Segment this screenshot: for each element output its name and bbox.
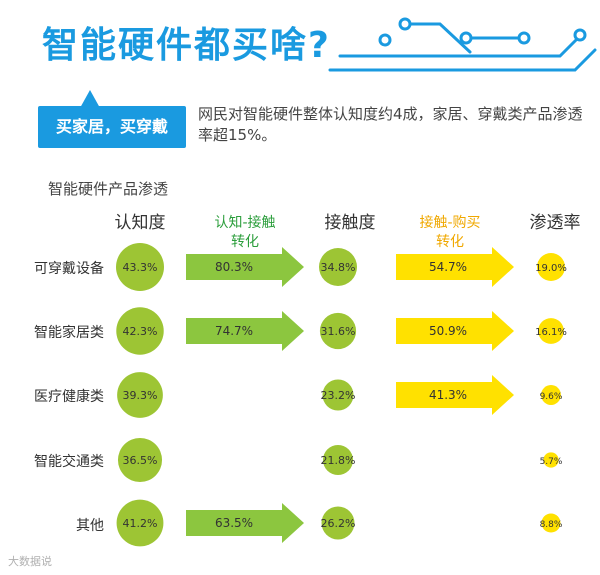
conv2-value-label: 41.3% xyxy=(429,388,467,402)
contact-circle xyxy=(321,506,355,540)
awareness-value-label: 39.3% xyxy=(123,389,158,402)
badge-label: 买家居，买穿戴 xyxy=(55,117,168,136)
contact-value-label: 26.2% xyxy=(321,517,356,530)
header-contact: 接触度 xyxy=(324,213,376,233)
conv1-arrow xyxy=(186,247,304,287)
conv1-value-label: 63.5% xyxy=(215,516,253,530)
penetration-value-label: 16.1% xyxy=(535,327,567,338)
awareness-value-label: 43.3% xyxy=(123,261,158,274)
awareness-circle xyxy=(116,307,164,355)
header-conv1-line2: 转化 xyxy=(231,234,259,250)
header-conv2: 接触-购买 转化 xyxy=(400,214,500,252)
awareness-value-label: 41.2% xyxy=(123,517,158,530)
conv2-arrow xyxy=(396,311,514,351)
row-label-health: 医疗健康类 xyxy=(34,389,104,405)
chart-subtitle: 智能硬件产品渗透 xyxy=(48,180,169,198)
contact-circle xyxy=(322,444,354,476)
contact-circle xyxy=(319,312,357,350)
penetration-circle xyxy=(543,452,559,468)
contact-value-label: 21.8% xyxy=(321,454,356,467)
contact-value-label: 23.2% xyxy=(321,389,356,402)
badge-box xyxy=(38,106,186,148)
awareness-circle xyxy=(116,243,164,291)
header-conv1-line1: 认知-接触 xyxy=(214,215,276,231)
penetration-value-label: 19.0% xyxy=(535,263,567,274)
header-conv2-line2: 转化 xyxy=(436,234,464,250)
contact-circle xyxy=(319,248,357,286)
awareness-circle xyxy=(116,499,164,547)
conv2-value-label: 54.7% xyxy=(429,260,467,274)
penetration-value-label: 9.6% xyxy=(540,392,563,402)
penetration-value-label: 8.8% xyxy=(540,520,563,530)
header-awareness: 认知度 xyxy=(114,213,166,233)
badge-pointer xyxy=(80,90,100,108)
conv1-arrow xyxy=(186,311,304,351)
awareness-value-label: 42.3% xyxy=(123,325,158,338)
penetration-circle xyxy=(541,513,561,533)
header-penetration: 渗透率 xyxy=(529,213,581,233)
awareness-value-label: 36.5% xyxy=(123,454,158,467)
conv2-value-label: 50.9% xyxy=(429,324,467,338)
awareness-circle xyxy=(117,437,163,483)
page-title: 智能硬件都买啥? xyxy=(42,25,331,66)
penetration-value-label: 5.7% xyxy=(540,457,563,467)
row-label-smart-home: 智能家居类 xyxy=(34,325,104,341)
penetration-circle xyxy=(541,385,561,405)
awareness-circle xyxy=(117,372,163,418)
contact-value-label: 31.6% xyxy=(321,325,356,338)
conv1-arrow xyxy=(186,503,304,543)
penetration-circle xyxy=(537,253,565,281)
conv1-value-label: 80.3% xyxy=(215,260,253,274)
row-label-other: 其他 xyxy=(76,518,104,534)
row-label-wearable: 可穿戴设备 xyxy=(34,261,104,277)
header-conv2-line1: 接触-购买 xyxy=(419,215,481,231)
contact-value-label: 34.8% xyxy=(321,261,356,274)
penetration-circle xyxy=(538,318,564,344)
contact-circle xyxy=(322,379,354,411)
conv2-arrow xyxy=(396,247,514,287)
header-conv1: 认知-接触 转化 xyxy=(195,214,295,252)
row-label-transport: 智能交通类 xyxy=(34,454,104,470)
watermark-text: 大数据说 xyxy=(8,555,52,568)
conv2-arrow xyxy=(396,375,514,415)
conv1-value-label: 74.7% xyxy=(215,324,253,338)
summary-text: 网民对智能硬件整体认知度约4成，家居、穿戴类产品渗透率超15%。 xyxy=(198,105,583,144)
